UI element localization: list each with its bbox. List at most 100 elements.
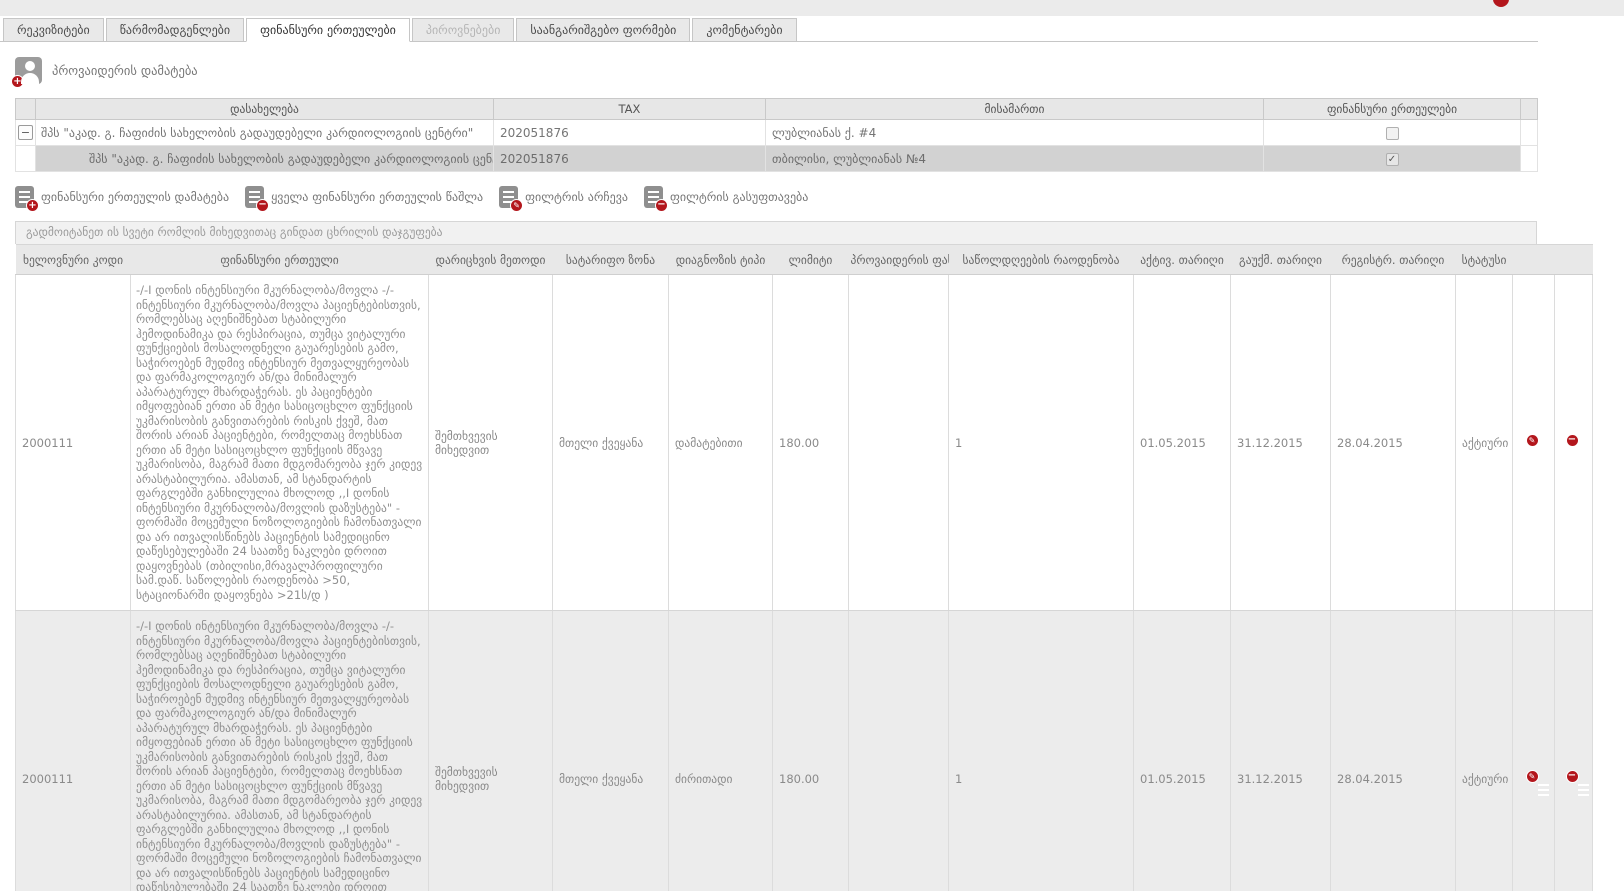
plus-badge-icon: [11, 75, 24, 88]
unit-accrual-method: შემთხვევის მიხედვით: [428, 274, 553, 611]
unit-name: -/-I დონის ინტენსიური მკურნალობა/მოვლა -…: [130, 610, 429, 891]
action-label: ყველა ფინანსური ერთეულის წაშლა: [271, 190, 484, 204]
providers-header-row: დასახელება TAX მისამართი ფინანსური ერთეუ…: [15, 98, 1538, 120]
document-minus-icon: [644, 186, 668, 212]
filler-cell: [1520, 119, 1538, 146]
col-accrual-method[interactable]: დარიცხვის მეთოდი: [428, 244, 553, 275]
unit-edit-cell: [1512, 274, 1555, 611]
col-delete: [1554, 244, 1593, 275]
edit-badge-icon: [1525, 433, 1539, 447]
tab-comments[interactable]: კომენტარები: [692, 18, 797, 42]
financial-units-table: ხელოვნური კოდი ფინანსური ერთეული დარიცხვ…: [15, 244, 1593, 891]
unit-provider-price: [848, 274, 949, 611]
collapse-icon[interactable]: [18, 125, 33, 140]
provider-subrow-selected[interactable]: შპს "აკად. გ. ჩაფიძის სახელობის გადაუდებ…: [15, 145, 1538, 172]
col-registration-date[interactable]: რეგისტრ. თარიღი: [1330, 244, 1456, 275]
plus-badge-icon: [26, 199, 39, 212]
unit-cancel-date: 31.12.2015: [1230, 610, 1331, 891]
unit-name: -/-I დონის ინტენსიური მკურნალობა/მოვლა -…: [130, 274, 429, 611]
tab-bar: რეკვიზიტები წარმომადგენლები ფინანსური ერ…: [0, 16, 1538, 42]
col-bed-days[interactable]: საწოლდღეების რაოდენობა: [948, 244, 1134, 275]
unit-row[interactable]: 2000111 -/-I დონის ინტენსიური მკურნალობა…: [15, 274, 1593, 611]
col-filler: [1520, 98, 1538, 120]
unit-tariff-zone: მთელი ქვეყანა: [552, 610, 669, 891]
group-by-drop-zone[interactable]: გადმოიტანეთ ის სვეტი რომლის მიხედვითაც გ…: [15, 221, 1537, 244]
add-provider-button[interactable]: პროვაიდერის დამატება: [11, 57, 1624, 88]
action-label: ფინანსური ერთეულის დამატება: [41, 190, 230, 204]
minus-badge-icon: [1565, 769, 1579, 783]
content-area: პროვაიდერის დამატება დასახელება TAX მისა…: [0, 42, 1624, 891]
col-tariff-zone[interactable]: სატარიფო ზონა: [552, 244, 669, 275]
expander-cell: [15, 145, 36, 172]
unit-limit: 180.00: [772, 274, 849, 611]
provider-row[interactable]: შპს "აკად. გ. ჩაფიძის სახელობის გადაუდებ…: [15, 119, 1538, 146]
unit-actions-toolbar: ფინანსური ერთეულის დამატება ყველა ფინანს…: [15, 186, 1624, 212]
col-limit[interactable]: ლიმიტი: [772, 244, 849, 275]
col-name[interactable]: დასახელება: [35, 98, 494, 120]
provider-tax: 202051876: [493, 119, 766, 146]
unit-bed-days: 1: [948, 274, 1134, 611]
provider-tax: 202051876: [493, 145, 766, 172]
delete-all-financial-units-button[interactable]: ყველა ფინანსური ერთეულის წაშლა: [245, 186, 484, 212]
add-financial-unit-button[interactable]: ფინანსური ერთეულის დამატება: [15, 186, 230, 212]
unit-status: აქტიური: [1455, 610, 1513, 891]
unit-provider-price: [848, 610, 949, 891]
top-strip: [0, 0, 1624, 16]
clear-filter-button[interactable]: ფილტრის გასუფთავება: [644, 186, 809, 212]
unit-row[interactable]: 2000111 -/-I დონის ინტენსიური მკურნალობა…: [15, 610, 1593, 891]
minus-badge-icon: [655, 199, 668, 212]
provider-address: თბილისი, ლუბლიანას №4: [765, 145, 1264, 172]
expander-header: [15, 98, 36, 120]
unit-diagnosis-type: დამატებითი: [668, 274, 773, 611]
expander-cell: [15, 119, 36, 146]
edit-badge-icon: [510, 199, 524, 212]
tab-financial-units[interactable]: ფინანსური ერთეულები: [246, 18, 410, 42]
unit-code: 2000111: [15, 610, 131, 891]
unit-limit: 180.00: [772, 610, 849, 891]
unit-registration-date: 28.04.2015: [1330, 274, 1456, 611]
unit-registration-date: 28.04.2015: [1330, 610, 1456, 891]
col-provider-price[interactable]: პროვაიდერის ფასი: [848, 244, 949, 275]
financial-units-checkbox-checked[interactable]: [1385, 152, 1399, 166]
providers-table: დასახელება TAX მისამართი ფინანსური ერთეუ…: [15, 98, 1538, 172]
col-financial-unit[interactable]: ფინანსური ერთეული: [130, 244, 429, 275]
notification-icon[interactable]: [1493, 0, 1509, 7]
choose-filter-button[interactable]: ფილტრის არჩევა: [499, 186, 628, 212]
units-header-row: ხელოვნური კოდი ფინანსური ერთეული დარიცხვ…: [15, 244, 1593, 275]
col-tax[interactable]: TAX: [493, 98, 766, 120]
financial-units-cell: [1263, 119, 1521, 146]
tab-requisites[interactable]: რეკვიზიტები: [3, 18, 104, 42]
tab-report-forms[interactable]: საანგარიშგებო ფორმები: [516, 18, 691, 42]
unit-activation-date: 01.05.2015: [1133, 274, 1231, 611]
unit-diagnosis-type: ძირითადი: [668, 610, 773, 891]
minus-badge-icon: [1565, 433, 1579, 447]
action-label: ფილტრის გასუფთავება: [670, 190, 809, 204]
document-minus-icon: [245, 186, 270, 212]
tab-representatives[interactable]: წარმომადგენლები: [105, 18, 245, 42]
minus-badge-icon: [256, 199, 270, 212]
filler-cell: [1520, 145, 1538, 172]
col-financial-units[interactable]: ფინანსური ერთეულები: [1263, 98, 1521, 120]
financial-units-cell: [1263, 145, 1521, 172]
action-label: ფილტრის არჩევა: [525, 190, 628, 204]
unit-bed-days: 1: [948, 610, 1134, 891]
unit-cancel-date: 31.12.2015: [1230, 274, 1331, 611]
unit-activation-date: 01.05.2015: [1133, 610, 1231, 891]
col-status[interactable]: სტატუსი: [1455, 244, 1513, 275]
col-activation-date[interactable]: აქტივ. თარიღი: [1133, 244, 1231, 275]
col-cancel-date[interactable]: გაუქმ. თარიღი: [1230, 244, 1331, 275]
col-address[interactable]: მისამართი: [765, 98, 1264, 120]
document-edit-icon: [499, 186, 524, 212]
provider-address: ლუბლიანას ქ. #4: [765, 119, 1264, 146]
provider-name: შპს "აკად. გ. ჩაფიძის სახელობის გადაუდებ…: [35, 145, 494, 172]
financial-units-checkbox[interactable]: [1385, 126, 1399, 140]
unit-delete-cell: [1554, 274, 1593, 611]
tab-persons: პიროვნებები: [411, 18, 515, 42]
col-diagnosis-type[interactable]: დიაგნოზის ტიპი: [668, 244, 773, 275]
unit-code: 2000111: [15, 274, 131, 611]
unit-status: აქტიური: [1455, 274, 1513, 611]
col-artificial-code[interactable]: ხელოვნური კოდი: [15, 244, 131, 275]
col-edit: [1512, 244, 1555, 275]
person-plus-icon: [11, 57, 42, 88]
